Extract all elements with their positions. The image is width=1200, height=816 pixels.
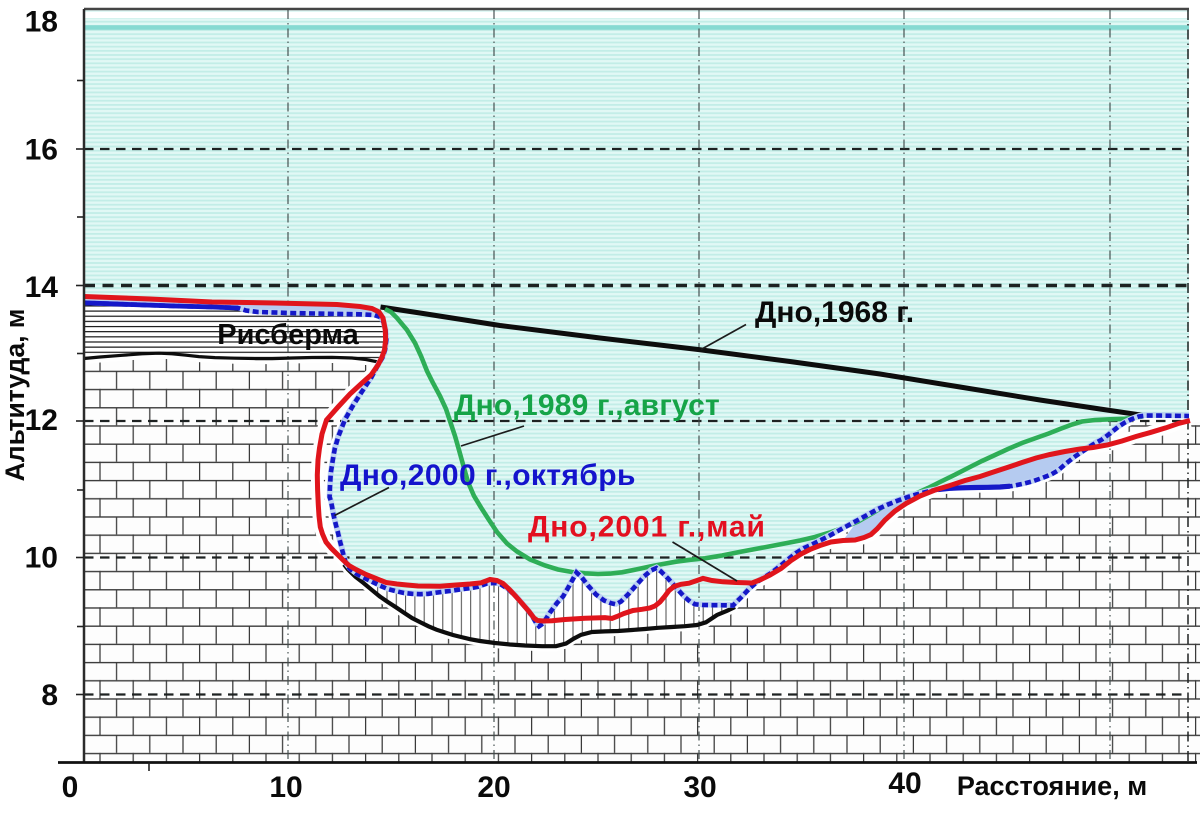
svg-text:Рисберма: Рисберма — [217, 319, 359, 351]
svg-text:30: 30 — [683, 771, 716, 804]
svg-text:10: 10 — [269, 771, 302, 804]
svg-text:12: 12 — [25, 404, 58, 437]
svg-text:0: 0 — [62, 771, 79, 804]
svg-text:10: 10 — [25, 542, 58, 575]
svg-text:Расстояние, м: Расстояние, м — [957, 771, 1147, 801]
svg-text:8: 8 — [41, 679, 58, 712]
svg-text:Дно,2001 г.,май: Дно,2001 г.,май — [528, 511, 766, 544]
svg-text:16: 16 — [25, 134, 58, 167]
svg-text:Дно,1989 г.,август: Дно,1989 г.,август — [454, 389, 720, 422]
svg-text:Дно,1968 г.: Дно,1968 г. — [755, 296, 914, 329]
svg-text:Альтитуда, м: Альтитуда, м — [0, 309, 30, 482]
svg-text:Дно,2000 г.,октябрь: Дно,2000 г.,октябрь — [340, 459, 636, 492]
svg-text:40: 40 — [888, 767, 921, 800]
svg-text:18: 18 — [25, 6, 58, 39]
svg-text:20: 20 — [477, 771, 510, 804]
svg-text:14: 14 — [25, 271, 59, 304]
